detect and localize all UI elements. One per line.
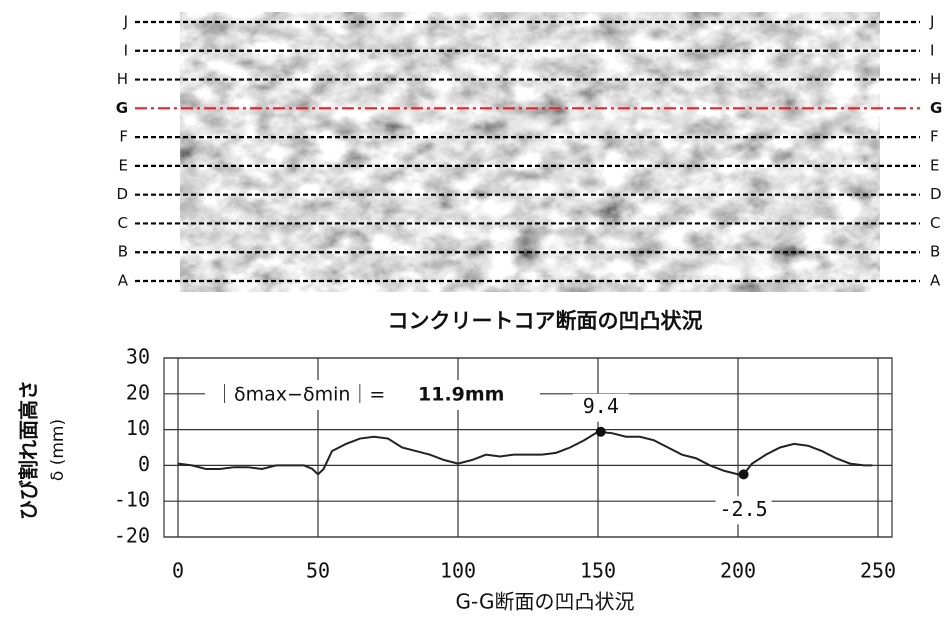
profile-line: [177, 430, 873, 476]
section-label: J: [929, 13, 934, 31]
x-tick-label: 50: [306, 559, 330, 583]
y-tick-label: 10: [126, 416, 150, 440]
section-label: E: [119, 156, 128, 174]
section-label: A: [930, 272, 941, 290]
section-label: H: [930, 70, 941, 88]
extreme-point: [738, 469, 749, 480]
point-label-bg: [572, 393, 629, 422]
x-tick-label: 150: [580, 559, 616, 583]
point-label-bg: [715, 496, 772, 525]
point-label: 9.4: [583, 394, 619, 418]
extreme-point: [595, 426, 606, 437]
section-label: E: [930, 156, 939, 174]
annotation-box: [205, 380, 540, 410]
x-tick-label: 0: [172, 559, 184, 583]
y-tick-label: -20: [114, 524, 150, 548]
section-label: A: [118, 272, 129, 290]
y-tick-label: 20: [126, 380, 150, 404]
section-label: D: [116, 185, 128, 203]
section-label: B: [118, 243, 128, 261]
x-tick-label: 200: [720, 559, 756, 583]
section-label: I: [930, 41, 934, 59]
x-tick-label: 250: [860, 559, 896, 583]
y-tick-label: 0: [138, 452, 150, 476]
x-tick-label: 100: [440, 559, 476, 583]
section-label: C: [930, 214, 940, 232]
section-label: D: [930, 185, 942, 203]
section-label: G: [930, 99, 942, 117]
section-label: C: [118, 214, 128, 232]
annotation-text: ｜δmax−δmin｜=: [215, 384, 385, 406]
section-label: I: [124, 41, 128, 59]
y-axis-label: ひび割れ面高さ: [17, 380, 41, 520]
image-caption: コンクリートコア断面の凹凸状況: [388, 309, 703, 333]
core-image: [180, 12, 880, 292]
section-label: F: [119, 128, 128, 146]
y-axis-unit: δ (mm): [48, 419, 68, 481]
section-label: H: [117, 70, 128, 88]
section-label: G: [116, 99, 128, 117]
x-axis-label: G-G断面の凹凸状況: [456, 590, 635, 614]
section-label: F: [930, 128, 939, 146]
y-tick-label: 30: [126, 345, 150, 369]
annotation-value: 11.9mm: [418, 384, 504, 406]
section-label: B: [930, 243, 940, 261]
section-label: J: [123, 13, 128, 31]
y-tick-label: -10: [114, 488, 150, 512]
point-label: -2.5: [720, 497, 768, 521]
